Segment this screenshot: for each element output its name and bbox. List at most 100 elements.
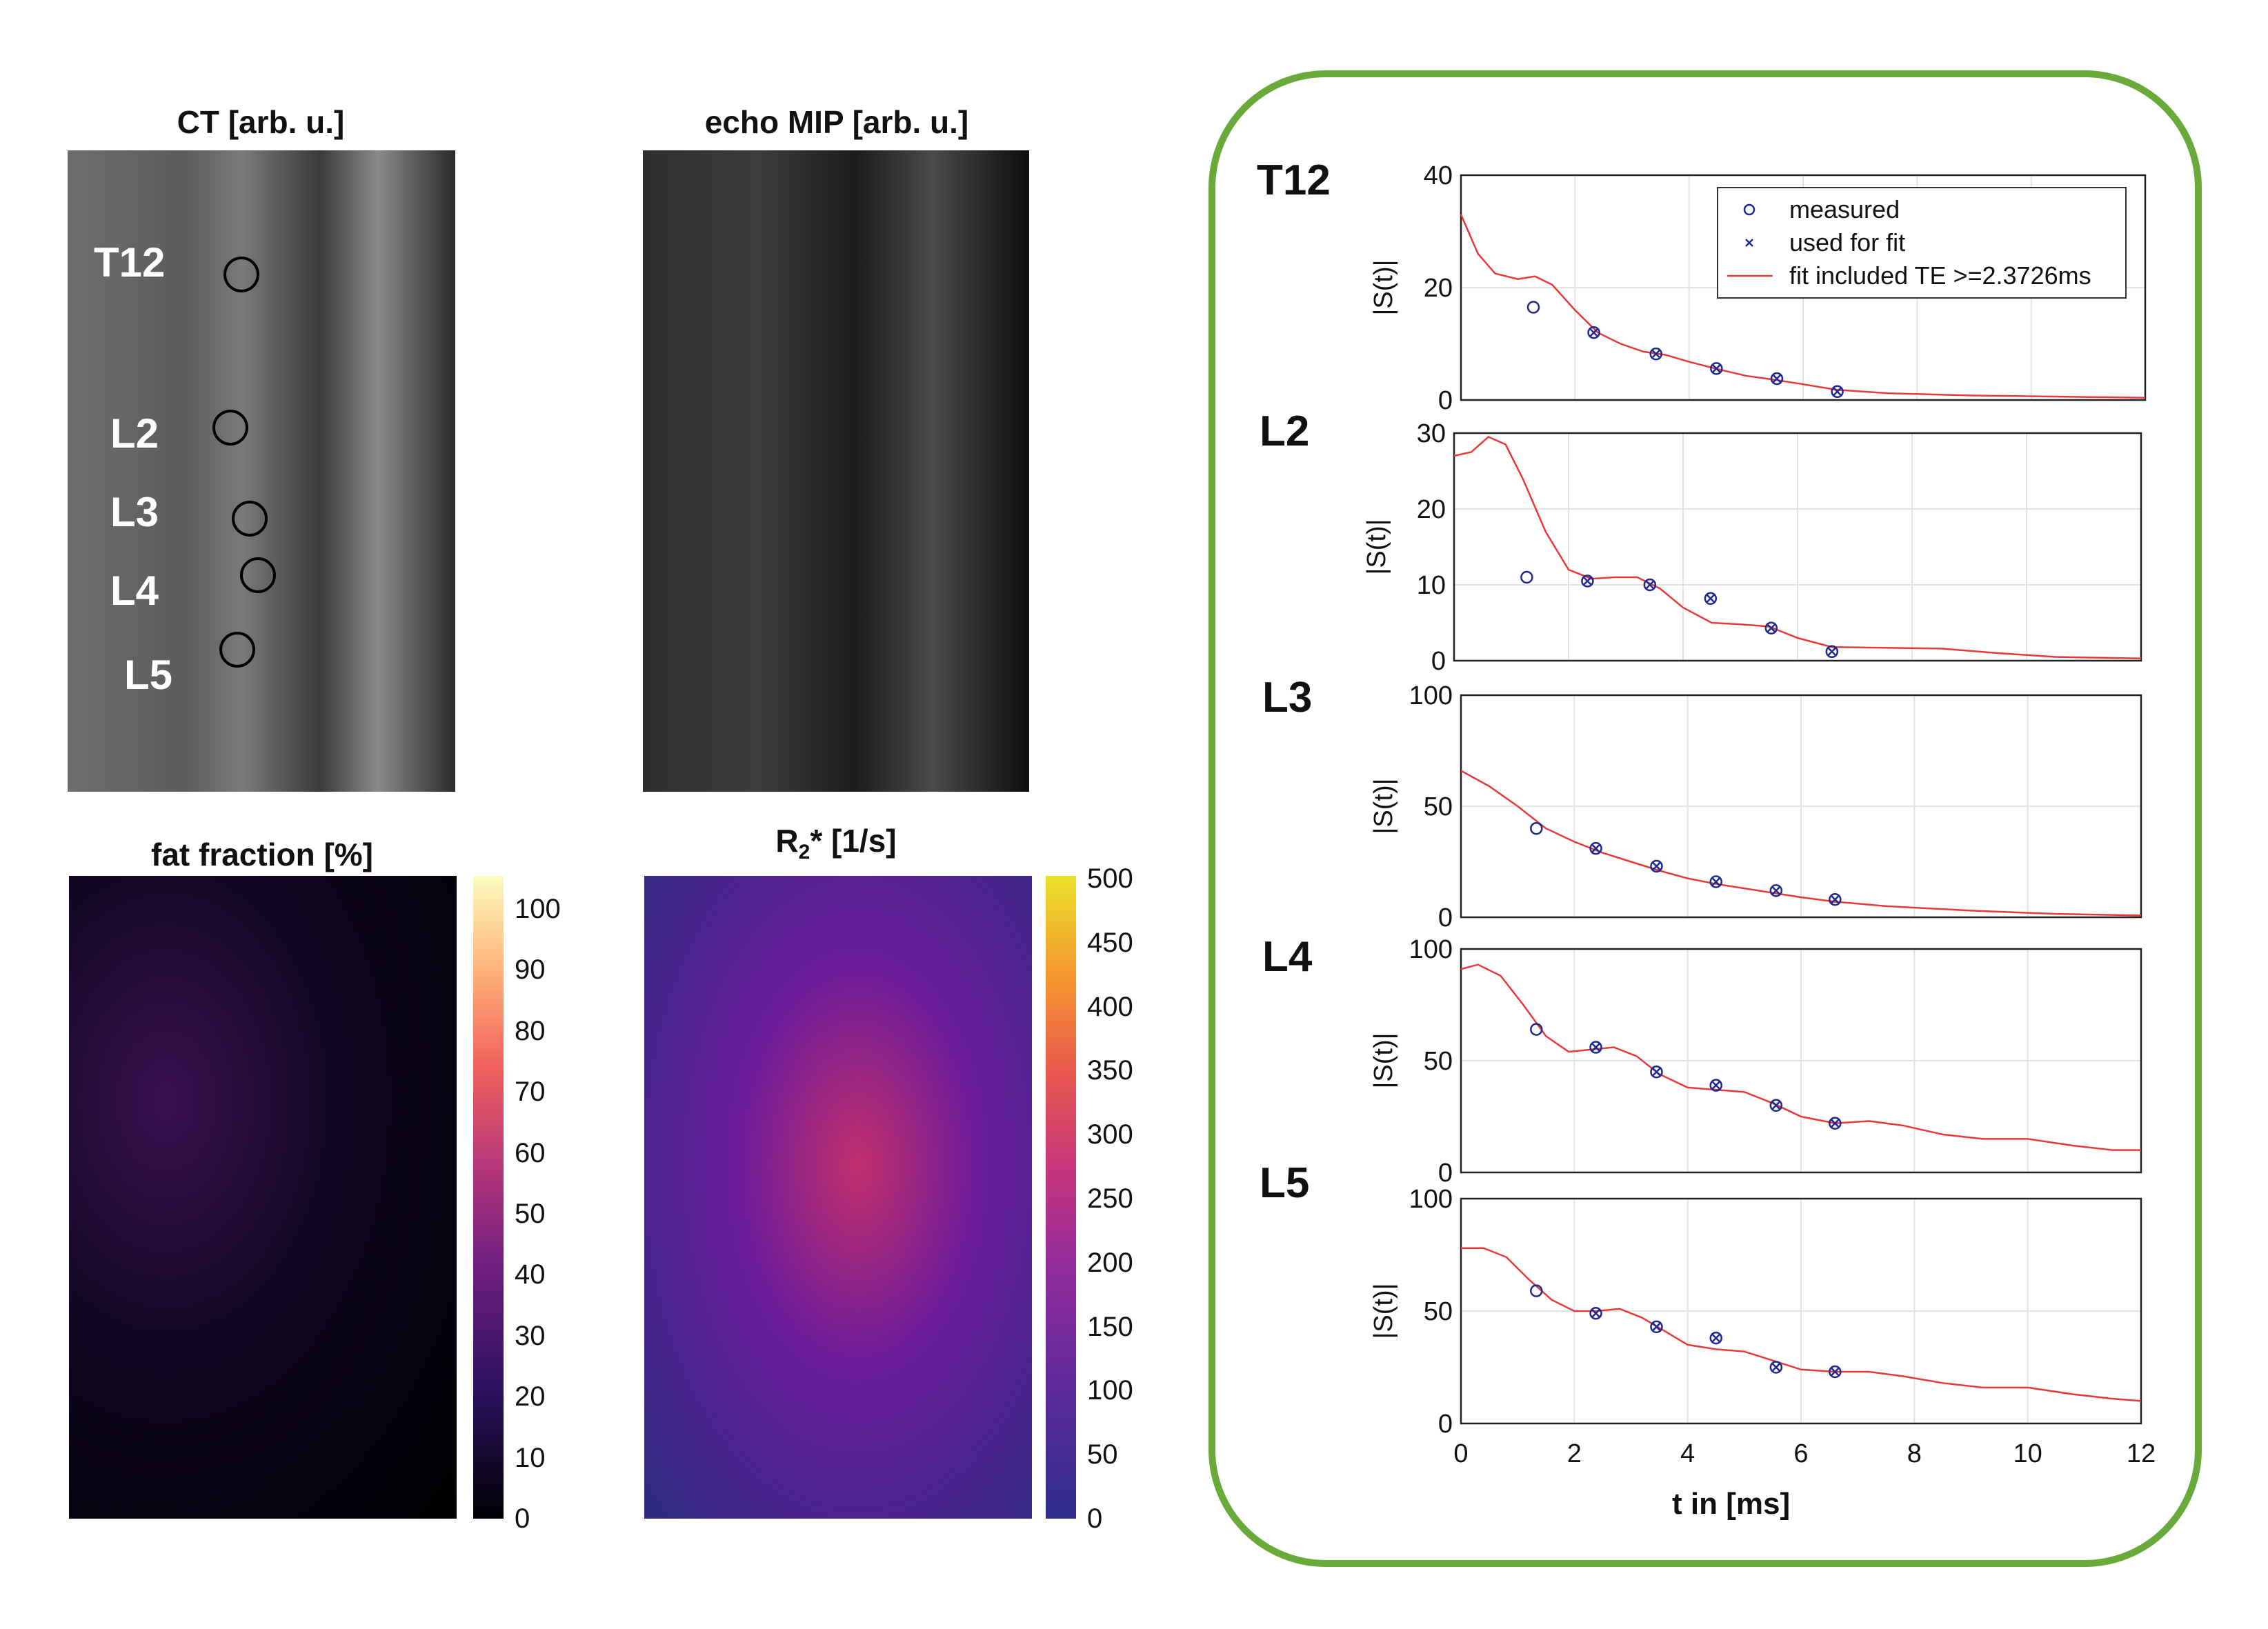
l5-measured-point: [1650, 1320, 1663, 1334]
plot-label-l5: L5: [1260, 1159, 1310, 1207]
l3-fit-point: [1830, 895, 1840, 905]
l4-ytick-label: 50: [1424, 1047, 1453, 1076]
ct-label-l5: L5: [124, 652, 173, 698]
t12-ytick-label: 0: [1438, 386, 1453, 415]
t12-ylabel: |S(t)|: [1369, 260, 1398, 316]
r2-colorbar-tick: 200: [1087, 1247, 1133, 1278]
fat-fraction-colorbar-tick: 10: [515, 1442, 546, 1473]
l3-fit-point: [1591, 843, 1601, 854]
legend-measured-marker: [1743, 203, 1755, 216]
fat-fraction-colorbar-tick: 40: [515, 1259, 546, 1290]
l4-fit-point: [1771, 1100, 1781, 1110]
l3-measured-point: [1530, 821, 1543, 835]
l5-ytick-label: 0: [1438, 1410, 1453, 1439]
t12-measured-point: [1710, 362, 1723, 375]
r2-title-main: R: [775, 823, 799, 859]
roi-l4: [240, 557, 276, 593]
l4-fit-point: [1830, 1118, 1840, 1128]
fat-fraction-image: [69, 876, 457, 1519]
l3-fit-point: [1771, 886, 1781, 896]
l2-ytick-label: 0: [1431, 647, 1446, 676]
l2-measured-point: [1704, 592, 1718, 606]
t12-measured-point: [1770, 372, 1784, 386]
x-tick-label: 12: [2127, 1439, 2156, 1468]
fat-fraction-colorbar-tick: 80: [515, 1015, 546, 1046]
l4-measured-point: [1650, 1065, 1663, 1079]
plot-label-t12: T12: [1257, 157, 1331, 204]
r2-colorbar-tick: 100: [1087, 1375, 1133, 1406]
legend-entry: fit included TE >=2.3726ms: [1789, 261, 2091, 290]
l2-fit-point: [1582, 576, 1593, 586]
l5-measured-point: [1769, 1361, 1783, 1374]
r2-title-rest: * [1/s]: [810, 823, 897, 859]
t12-ytick-label: 20: [1424, 274, 1453, 303]
x-tick-label: 8: [1907, 1439, 1922, 1468]
legend-fit-marker: [1745, 239, 1753, 247]
l3-measured-point: [1829, 892, 1842, 906]
ct-label-l3: L3: [110, 489, 159, 535]
legend-entry: measured: [1789, 195, 1900, 223]
r2-colorbar: [1046, 876, 1076, 1519]
x-tick-label: 4: [1680, 1439, 1695, 1468]
t12-measured-point: [1831, 385, 1844, 399]
l3-measured-point: [1709, 875, 1722, 888]
l5-measured-point: [1589, 1307, 1602, 1320]
l2-axes: [1453, 432, 2142, 662]
t12-fit-point: [1711, 363, 1722, 374]
l5-axes: [1460, 1197, 2142, 1425]
plot-label-l2: L2: [1260, 408, 1310, 455]
l4-fit-point: [1651, 1067, 1662, 1077]
l2-fit-point: [1827, 646, 1837, 657]
t12-axes: [1460, 174, 2147, 401]
x-tick-label: 0: [1453, 1439, 1468, 1468]
roi-l5: [219, 632, 255, 668]
l2-fit-point: [1705, 593, 1715, 603]
l2-measured-point: [1825, 645, 1839, 659]
l2-fit-point: [1644, 580, 1655, 590]
r2-colorbar-tick: 350: [1087, 1055, 1133, 1086]
l2-measured-point: [1643, 578, 1657, 592]
fat-fraction-colorbar-tick: 30: [515, 1320, 546, 1351]
l4-measured-point: [1589, 1041, 1602, 1054]
legend-box: [1717, 187, 2127, 299]
l4-ylabel: |S(t)|: [1369, 1033, 1398, 1089]
ct-label-l2: L2: [110, 410, 159, 457]
l5-fit-point: [1651, 1321, 1662, 1332]
l5-measured-point: [1530, 1284, 1543, 1297]
l3-ylabel: |S(t)|: [1369, 779, 1398, 835]
x-tick-label: 6: [1793, 1439, 1808, 1468]
l2-ytick-label: 30: [1417, 419, 1446, 448]
l5-fit-point: [1591, 1308, 1601, 1319]
l3-measured-point: [1650, 859, 1663, 873]
ff-title: fat fraction [%]: [151, 837, 373, 872]
r2-colorbar-tick: 450: [1087, 927, 1133, 958]
fat-fraction-colorbar-tick: 90: [515, 955, 546, 986]
x-axis-label: t in [ms]: [1672, 1487, 1791, 1521]
l3-ytick-label: 50: [1424, 792, 1453, 821]
l2-ytick-label: 20: [1417, 495, 1446, 524]
l3-ytick-label: 100: [1409, 681, 1453, 710]
l2-measured-point: [1764, 621, 1778, 634]
l4-measured-point: [1769, 1099, 1783, 1112]
t12-measured-point: [1587, 326, 1600, 339]
t12-ytick-label: 40: [1424, 161, 1453, 190]
fat-fraction-colorbar-tick: 20: [515, 1381, 546, 1412]
r2-title: R2* [1/s]: [643, 822, 1029, 864]
l4-measured-point: [1829, 1117, 1842, 1130]
r2-colorbar-tick: 50: [1087, 1439, 1118, 1470]
l4-measured-point: [1530, 1023, 1543, 1036]
l4-axes: [1460, 948, 2142, 1174]
l5-ylabel: |S(t)|: [1369, 1283, 1398, 1339]
t12-fit-point: [1772, 374, 1782, 383]
l3-axes: [1460, 694, 2142, 919]
l2-fit-point: [1766, 623, 1776, 633]
ct-title: CT [arb. u.]: [177, 104, 345, 140]
l3-fit-point: [1711, 877, 1721, 887]
l3-measured-point: [1769, 884, 1783, 897]
l4-ytick-label: 100: [1409, 935, 1453, 964]
l2-ylabel: |S(t)|: [1362, 519, 1391, 575]
mip-title: echo MIP [arb. u.]: [704, 104, 969, 140]
l5-fit-point: [1830, 1367, 1840, 1377]
t12-fit-point: [1832, 386, 1842, 397]
